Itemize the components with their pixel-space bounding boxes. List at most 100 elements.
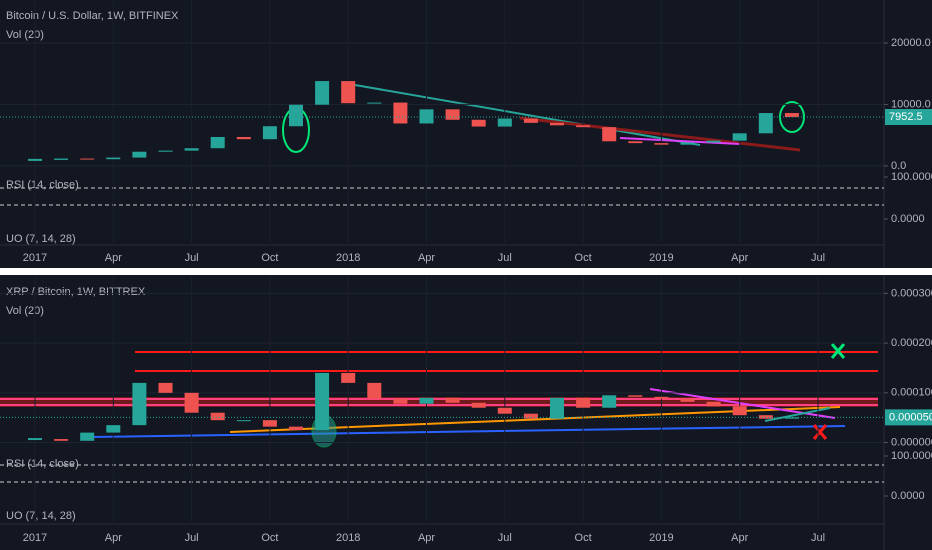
candle: [289, 426, 303, 431]
indicator-label: Vol (20): [6, 305, 44, 317]
x-tick-label: Apr: [731, 252, 748, 264]
candle: [184, 392, 199, 413]
candle: [680, 142, 695, 145]
trend-line: [89, 425, 846, 438]
x-tick-label: 2018: [336, 532, 360, 544]
candle: [289, 104, 303, 127]
candle: [262, 420, 277, 427]
candle: [602, 395, 617, 408]
indicator-label: RSI (14, close): [6, 179, 79, 191]
x-tick-label: Apr: [731, 532, 748, 544]
candle: [471, 119, 486, 127]
candle: [315, 372, 330, 431]
x-tick-label: 2018: [336, 252, 360, 264]
candle: [419, 109, 434, 124]
y-tick-label: 0.00000000: [891, 436, 932, 448]
candle: [732, 133, 747, 141]
candle: [523, 118, 538, 123]
trend-line: [764, 407, 831, 422]
last-price-label: 0.00005062: [889, 411, 932, 423]
trend-line: [519, 116, 801, 152]
x-tick-label: Oct: [575, 252, 592, 264]
candle: [54, 439, 69, 441]
indicator-label: UO (7, 14, 28): [6, 233, 76, 245]
x-tick-label: Jul: [811, 532, 825, 544]
candle: [262, 126, 277, 140]
last-price-box: [885, 109, 932, 126]
candle: [132, 382, 147, 426]
candle: [758, 113, 773, 134]
candle: [576, 397, 591, 408]
x-tick-label: Jul: [498, 252, 512, 264]
y-tick-label: 0.00010000: [891, 387, 932, 399]
candle: [471, 402, 486, 408]
candle: [445, 397, 460, 403]
rsi-tick-label: 0.0000: [891, 490, 925, 502]
candle: [706, 401, 721, 407]
candle: [54, 158, 69, 160]
candle: [341, 81, 356, 104]
candle: [106, 157, 121, 160]
candle: [80, 158, 95, 160]
candle: [210, 412, 225, 421]
indicator-label: RSI (14, close): [6, 458, 79, 470]
candle: [576, 125, 591, 128]
x-tick-label: 2017: [23, 532, 47, 544]
candle: [628, 395, 643, 397]
indicator-label: Vol (20): [6, 29, 44, 41]
last-price-label: 7952.5: [889, 111, 923, 123]
candle: [523, 413, 538, 419]
candle: [602, 127, 617, 142]
candle: [654, 143, 669, 145]
candle: [497, 407, 512, 414]
candle: [236, 136, 251, 140]
x-tick-label: 2019: [649, 532, 673, 544]
rsi-tick-label: 0.0000: [891, 213, 925, 225]
candle: [732, 406, 747, 416]
rsi-tick-label: 100.0000: [891, 450, 932, 462]
x-tick-label: Jul: [185, 252, 199, 264]
x-tick-label: Jul: [185, 532, 199, 544]
candle: [445, 109, 460, 120]
trend-line: [619, 137, 741, 145]
candle: [680, 398, 695, 402]
x-tick-label: 2017: [23, 252, 47, 264]
y-tick-label: 0.0: [891, 160, 906, 172]
candle: [419, 397, 434, 404]
x-tick-label: Jul: [811, 252, 825, 264]
candle: [550, 397, 564, 419]
x-tick-label: 2019: [649, 252, 673, 264]
candle: [184, 148, 199, 151]
candle: [236, 420, 251, 422]
candle: [367, 102, 382, 104]
candle: [784, 417, 799, 419]
x-tick-label: Apr: [418, 532, 435, 544]
candle: [158, 150, 173, 152]
trend-line: [354, 84, 701, 146]
separator: [0, 268, 932, 275]
candle: [393, 398, 408, 404]
y-tick-label: 0.00030000: [891, 287, 932, 299]
candle: [654, 396, 669, 399]
indicator-label: UO (7, 14, 28): [6, 510, 76, 522]
x-annotation: [812, 424, 828, 440]
x-tick-label: Apr: [105, 252, 122, 264]
candle: [393, 102, 408, 124]
chart-title: XRP / Bitcoin, 1W, BITTREX: [6, 286, 146, 298]
x-tick-label: Oct: [575, 532, 592, 544]
candle: [784, 113, 799, 118]
zone: [0, 397, 878, 407]
candle: [132, 151, 147, 158]
candle: [80, 432, 95, 441]
last-price-box: [885, 409, 932, 426]
candle: [341, 372, 356, 383]
candle: [210, 136, 225, 149]
candle: [497, 118, 512, 127]
x-tick-label: Jul: [498, 532, 512, 544]
candle: [28, 438, 42, 441]
x-tick-label: Apr: [418, 252, 435, 264]
candle: [315, 81, 330, 105]
candle: [106, 425, 121, 433]
y-tick-label: 20000.0: [891, 37, 931, 49]
